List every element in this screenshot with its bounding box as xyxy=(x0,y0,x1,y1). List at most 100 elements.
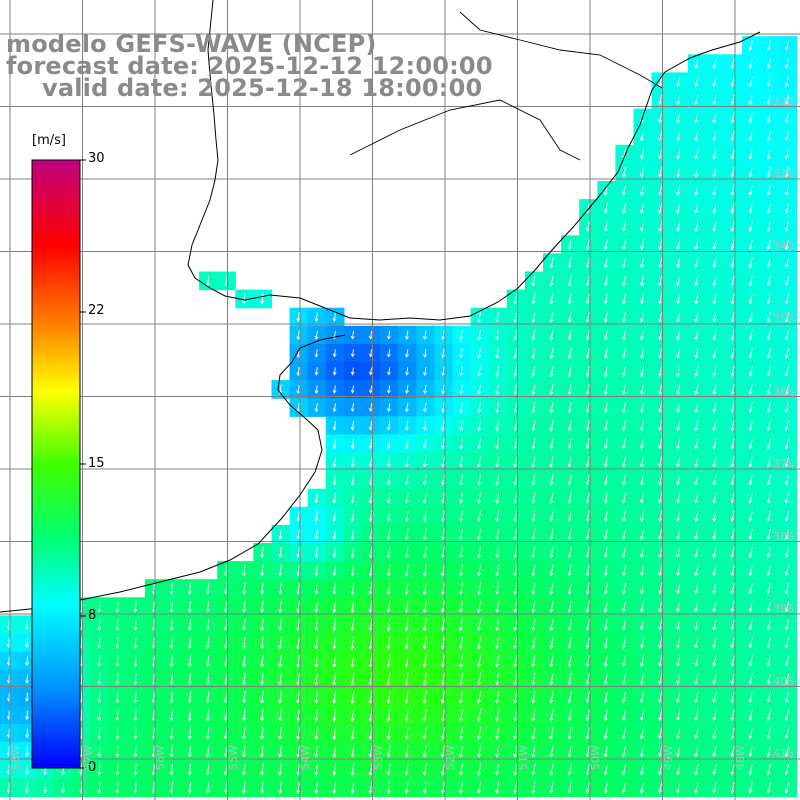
wind-arrow xyxy=(784,76,789,87)
wind-arrow xyxy=(603,275,608,287)
wind-arrow xyxy=(640,438,645,450)
wind-arrow xyxy=(133,655,138,667)
wind-arrow xyxy=(585,709,590,722)
wind-arrow xyxy=(404,763,409,776)
wind-arrow xyxy=(531,365,536,377)
wind-arrow xyxy=(585,383,590,396)
wind-arrow xyxy=(495,745,500,758)
wind-arrow xyxy=(459,384,464,395)
wind-arrow xyxy=(640,474,645,486)
wind-arrow xyxy=(531,600,536,613)
wind-arrow xyxy=(730,637,735,649)
wind-arrow xyxy=(513,781,518,794)
wind-arrow xyxy=(296,510,301,522)
wind-arrow xyxy=(459,474,463,486)
wind-arrow xyxy=(368,582,373,595)
wind-arrow xyxy=(133,727,138,740)
wind-arrow xyxy=(459,618,463,632)
wind-arrow xyxy=(694,727,699,740)
wind-arrow xyxy=(513,474,518,486)
wind-arrow xyxy=(676,727,681,740)
wind-arrow xyxy=(694,583,699,595)
wind-arrow xyxy=(639,691,645,704)
wind-arrow xyxy=(404,708,409,722)
wind-arrow xyxy=(477,366,482,377)
wind-arrow xyxy=(784,203,789,214)
wind-arrow xyxy=(314,582,319,595)
wind-arrow xyxy=(694,474,699,486)
wind-arrow xyxy=(242,654,246,668)
wind-arrow xyxy=(784,727,790,740)
wind-arrow xyxy=(567,383,572,396)
wind-arrow xyxy=(332,636,337,650)
wind-arrow xyxy=(242,672,246,686)
wind-arrow xyxy=(694,130,699,142)
wind-arrow xyxy=(531,275,536,287)
wind-arrow xyxy=(676,311,681,323)
wind-arrow xyxy=(567,402,572,414)
wind-arrow xyxy=(531,311,536,323)
wind-arrow xyxy=(223,709,228,722)
wind-arrow xyxy=(712,58,717,69)
wind-arrow xyxy=(621,329,626,341)
wind-arrow xyxy=(585,402,590,414)
wind-arrow xyxy=(766,564,771,577)
wind-arrow xyxy=(386,745,391,758)
wind-arrow xyxy=(477,564,482,577)
wind-arrow xyxy=(585,763,590,776)
lon-label: 49W xyxy=(662,745,675,770)
wind-arrow xyxy=(567,618,572,631)
wind-arrow xyxy=(585,257,590,269)
wind-arrow xyxy=(205,275,210,287)
wind-arrow xyxy=(368,474,373,486)
wind-arrow xyxy=(784,221,789,232)
wind-arrow xyxy=(405,330,409,340)
wind-arrow xyxy=(422,564,427,577)
wind-arrow xyxy=(748,474,753,486)
wind-arrow xyxy=(658,148,663,160)
wind-arrow xyxy=(585,239,590,251)
wind-arrow xyxy=(332,727,337,740)
wind-arrow xyxy=(766,727,771,740)
wind-arrow xyxy=(712,510,717,522)
wind-arrow xyxy=(386,385,391,394)
wind-arrow xyxy=(640,130,645,142)
wind-arrow xyxy=(766,474,771,486)
wind-arrow xyxy=(676,709,681,722)
wind-arrow xyxy=(621,293,626,305)
wind-arrow xyxy=(712,293,717,305)
wind-arrow xyxy=(585,329,590,341)
wind-arrow xyxy=(368,781,373,794)
wind-arrow xyxy=(549,673,554,686)
wind-arrow xyxy=(748,384,753,395)
wind-arrow xyxy=(621,438,626,450)
wind-arrow xyxy=(766,673,771,685)
wind-arrow xyxy=(314,312,319,322)
wind-arrow xyxy=(748,347,753,359)
wind-arrow xyxy=(748,167,753,178)
wind-arrow xyxy=(621,420,626,432)
wind-arrow xyxy=(621,582,627,595)
wind-arrow xyxy=(549,329,554,341)
wind-arrow xyxy=(766,510,771,522)
wind-arrow xyxy=(223,582,228,595)
coastline-north xyxy=(187,0,761,321)
wind-arrow xyxy=(513,654,518,668)
wind-arrow xyxy=(712,763,717,776)
wind-arrow xyxy=(314,529,319,540)
wind-arrow xyxy=(694,384,699,396)
wind-arrow xyxy=(730,456,735,468)
wind-arrow xyxy=(368,528,373,541)
wind-arrow xyxy=(640,311,645,323)
wind-arrow xyxy=(730,311,735,323)
wind-arrow xyxy=(730,384,735,395)
wind-arrow xyxy=(531,528,536,541)
wind-arrow xyxy=(314,745,319,758)
wind-arrow xyxy=(513,420,518,432)
wind-arrow xyxy=(549,438,554,450)
wind-arrow xyxy=(513,672,518,686)
country-border xyxy=(349,11,663,161)
wind-arrow xyxy=(296,636,301,650)
wind-arrow xyxy=(712,637,717,649)
wind-arrow xyxy=(694,510,699,522)
